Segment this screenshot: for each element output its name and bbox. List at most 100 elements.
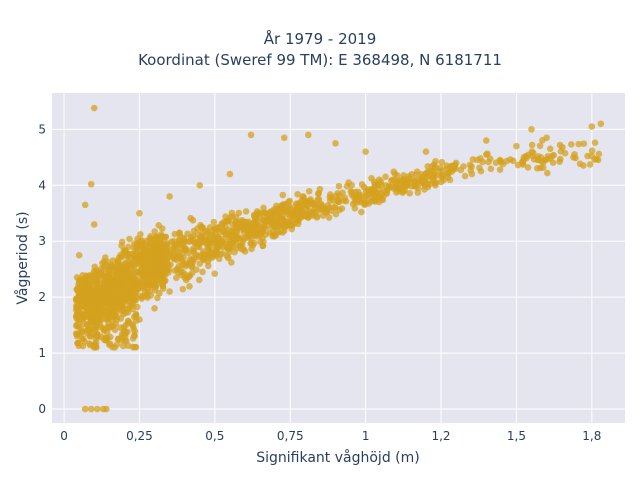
data-point	[97, 270, 105, 278]
data-point	[298, 196, 306, 204]
data-point	[147, 256, 154, 264]
data-point	[446, 176, 454, 184]
data-point	[75, 316, 83, 323]
data-point	[74, 308, 82, 316]
data-point	[295, 216, 303, 224]
data-point	[139, 293, 146, 300]
data-point	[130, 325, 137, 333]
data-point	[271, 223, 279, 231]
data-point	[166, 288, 173, 295]
data-point	[354, 199, 361, 206]
data-point	[140, 247, 148, 255]
data-point	[556, 158, 563, 166]
data-point	[87, 180, 95, 188]
data-point	[86, 332, 94, 340]
data-point	[347, 188, 355, 195]
data-point	[528, 148, 536, 155]
data-point	[121, 327, 128, 335]
data-point	[288, 210, 296, 218]
data-point	[144, 280, 152, 287]
data-point	[256, 224, 264, 231]
data-point	[202, 228, 209, 235]
data-point	[151, 305, 158, 312]
data-point	[179, 261, 186, 269]
data-point	[479, 158, 486, 166]
data-point	[113, 341, 121, 348]
data-point	[79, 342, 87, 350]
data-point	[413, 180, 420, 187]
data-point	[406, 189, 413, 197]
data-point	[90, 344, 98, 351]
data-point	[92, 335, 99, 343]
data-point	[240, 223, 247, 231]
data-point	[106, 341, 113, 348]
data-point	[144, 285, 151, 293]
data-point	[103, 272, 111, 280]
data-point	[476, 164, 483, 172]
data-point	[439, 167, 446, 174]
y-axis-label: Vågperiod (s)	[14, 211, 31, 304]
data-point	[431, 180, 439, 187]
data-point	[93, 310, 101, 317]
data-point	[528, 141, 536, 149]
data-point	[398, 184, 406, 192]
data-point	[136, 316, 143, 323]
data-point	[543, 134, 550, 142]
data-point	[136, 209, 143, 217]
data-point	[204, 244, 212, 251]
data-point	[241, 235, 249, 242]
y-tick-label: 0	[38, 402, 46, 416]
y-tick-label: 4	[38, 178, 46, 192]
data-point	[176, 229, 183, 237]
data-point	[549, 159, 557, 166]
data-point	[73, 274, 81, 281]
data-point	[496, 166, 504, 174]
data-point	[99, 260, 106, 267]
x-tick-label: 0,25	[126, 429, 153, 443]
data-point	[279, 202, 287, 210]
data-point	[124, 267, 131, 275]
data-point	[237, 242, 245, 250]
data-point	[84, 326, 91, 333]
data-point	[120, 247, 128, 255]
data-point	[151, 271, 158, 279]
data-point	[486, 155, 494, 163]
data-point	[134, 239, 141, 247]
data-point	[78, 335, 86, 343]
data-point	[586, 161, 594, 168]
y-tick-label: 5	[38, 122, 46, 136]
data-point	[421, 176, 429, 184]
y-tick-label: 1	[38, 346, 46, 360]
data-point	[239, 218, 247, 226]
data-point	[235, 209, 243, 217]
data-point	[322, 209, 330, 216]
data-point	[422, 170, 430, 178]
data-point	[575, 140, 583, 148]
data-point	[223, 229, 231, 236]
data-point	[121, 293, 129, 301]
data-point	[226, 243, 234, 251]
y-tick-label: 3	[38, 234, 46, 248]
data-point	[390, 185, 398, 193]
data-point	[151, 287, 159, 294]
data-point	[97, 265, 105, 273]
data-point	[87, 286, 94, 293]
data-point	[509, 157, 517, 165]
data-point	[576, 160, 584, 168]
data-point	[186, 272, 194, 279]
data-point	[460, 163, 467, 170]
data-point	[123, 276, 131, 284]
data-point	[151, 228, 158, 235]
data-point	[189, 245, 197, 253]
data-point	[302, 212, 309, 220]
data-point	[90, 268, 98, 275]
data-point	[110, 275, 118, 283]
x-axis-label: Signifikant våghöjd (m)	[256, 449, 419, 466]
data-point	[266, 209, 273, 217]
data-point	[195, 253, 202, 261]
data-point	[580, 140, 588, 147]
data-point	[106, 305, 113, 313]
data-point	[259, 242, 267, 250]
data-point	[308, 208, 316, 216]
